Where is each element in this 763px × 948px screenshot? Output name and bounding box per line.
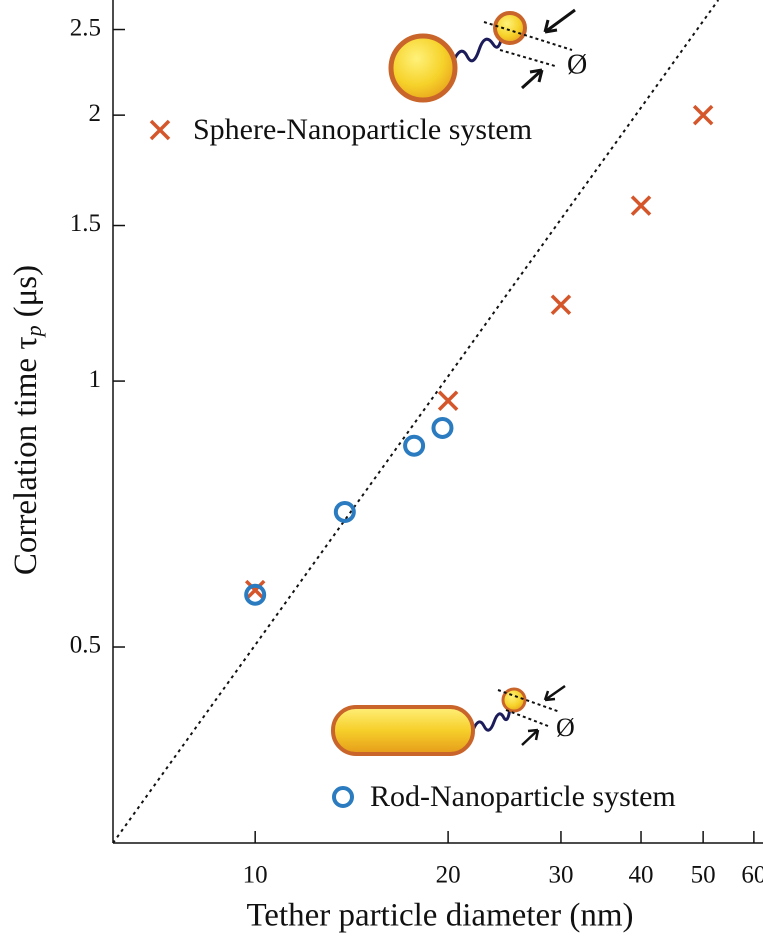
marker-o (431, 416, 454, 439)
legend-label: Rod-Nanoparticle system (370, 780, 676, 813)
marker-x (244, 579, 266, 601)
legend-symbol (149, 119, 171, 141)
x-tick-label: 40 (629, 862, 654, 889)
fit-line (112, 0, 720, 844)
y-label-unit: (μs) (8, 265, 44, 318)
legend-label: Sphere-Nanoparticle system (193, 113, 533, 146)
legend-symbol (332, 786, 354, 808)
x-tick-label: 60 (741, 862, 763, 889)
y-label-sub: p (21, 325, 46, 338)
y-tick-label: 2.5 (70, 14, 101, 41)
marker-o (403, 434, 426, 457)
x-axis-label: Tether particle diameter (nm) (246, 898, 633, 934)
annotation: Ø (567, 49, 587, 80)
y-tick-label: 1 (89, 366, 102, 393)
y-tick-label: 2 (89, 100, 102, 127)
y-label-main: Correlation time τ (8, 336, 44, 575)
marker-o (333, 500, 356, 523)
y-axis-label: Correlation time τp (μs) (8, 265, 46, 575)
marker-x (550, 294, 572, 316)
y-tick-label: 0.5 (70, 632, 101, 659)
marker-o (244, 583, 267, 606)
x-tick-label: 50 (691, 862, 716, 889)
annotation: Ø (556, 713, 575, 742)
x-tick-label: 30 (548, 862, 573, 889)
marker-x (630, 195, 652, 216)
sphere-illustration (388, 8, 576, 103)
rod-illustration (331, 684, 566, 756)
y-tick-label: 1.5 (70, 210, 101, 237)
x-tick-label: 20 (436, 862, 461, 889)
marker-x (692, 104, 714, 126)
marker-x (437, 390, 459, 411)
x-tick-label: 10 (243, 862, 268, 889)
